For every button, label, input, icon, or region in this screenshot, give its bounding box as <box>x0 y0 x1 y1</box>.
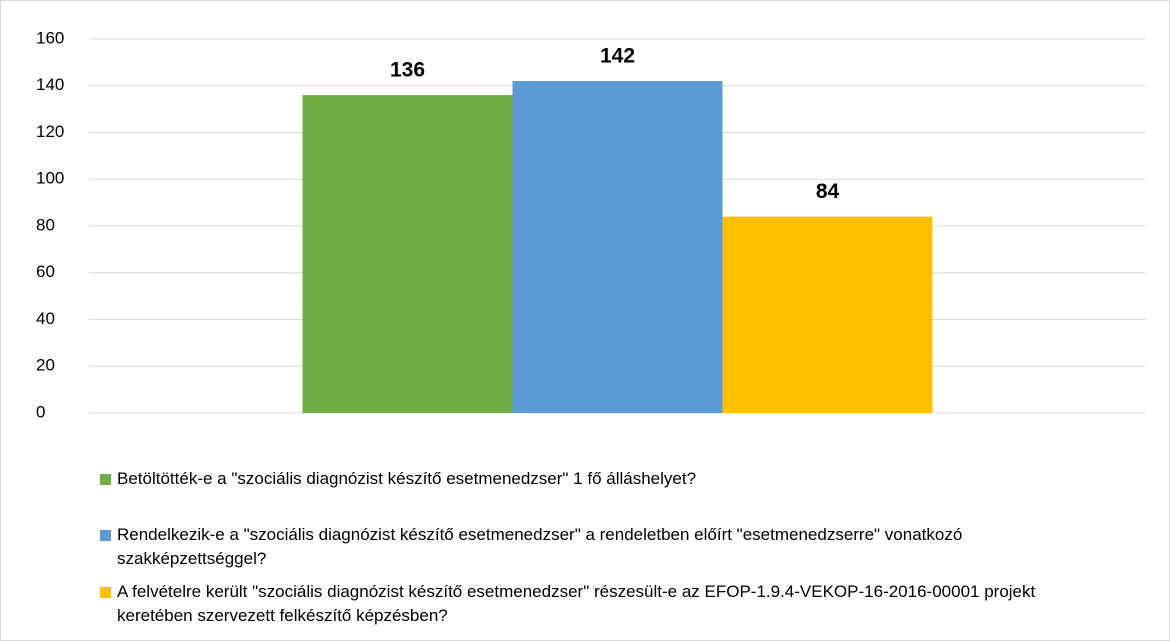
y-tick-label: 80 <box>36 215 55 234</box>
legend: Betöltötték-e a "szociális diagnózist ké… <box>100 467 1110 628</box>
value-label: 136 <box>390 59 425 82</box>
y-tick-label: 0 <box>36 402 45 421</box>
legend-swatch <box>100 474 111 485</box>
y-tick-label: 120 <box>36 122 64 141</box>
legend-entry: A felvételre került "szociális diagnózis… <box>100 580 1110 628</box>
bar <box>512 81 723 413</box>
legend-swatch <box>100 587 111 598</box>
legend-label: Betöltötték-e a "szociális diagnózist ké… <box>117 469 697 488</box>
value-label: 84 <box>816 180 840 203</box>
value-label: 142 <box>600 45 635 68</box>
bar <box>302 95 513 413</box>
legend-label: Rendelkezik-e a "szociális diagnózist ké… <box>117 525 963 568</box>
y-tick-label: 60 <box>36 262 55 281</box>
legend-label: A felvételre került "szociális diagnózis… <box>117 582 1036 625</box>
y-tick-label: 160 <box>36 28 64 47</box>
legend-swatch <box>100 530 111 541</box>
y-tick-label: 140 <box>36 75 64 94</box>
y-tick-label: 100 <box>36 169 64 188</box>
legend-entry: Rendelkezik-e a "szociális diagnózist ké… <box>100 523 1110 571</box>
y-tick-label: 20 <box>36 356 55 375</box>
bar <box>722 216 933 413</box>
y-tick-label: 40 <box>36 309 55 328</box>
legend-entry: Betöltötték-e a "szociális diagnózist ké… <box>100 467 1110 491</box>
